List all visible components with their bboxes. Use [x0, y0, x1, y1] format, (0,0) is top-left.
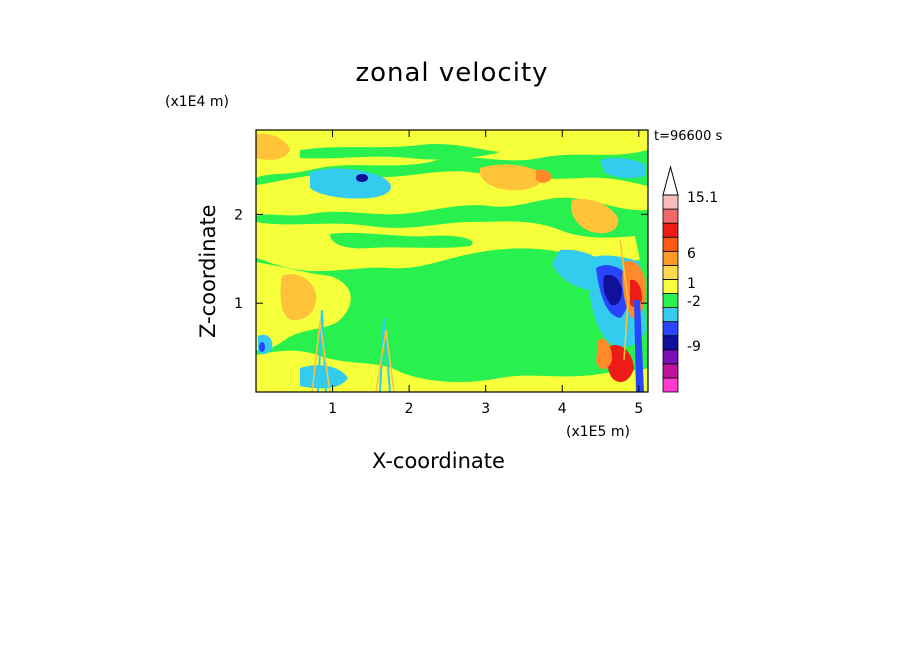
x-axis-label: X-coordinate [372, 449, 505, 473]
colorbar-swatch [662, 236, 679, 252]
colorbar-swatch [662, 194, 679, 210]
contour-cyan-e [300, 365, 348, 389]
colorbar-label: -9 [687, 339, 701, 355]
x-tick-label: 5 [634, 401, 643, 417]
velocity-field [256, 130, 648, 392]
contour-right-navy [603, 274, 622, 306]
colorbar: 15.1 6 1 -2 -9 [662, 165, 718, 393]
contour-yellow-bottom [256, 350, 648, 392]
contour-right-blue-low [634, 300, 644, 392]
contour-right-orange-low [596, 338, 612, 370]
contour-right-red-low [607, 344, 634, 383]
colorbar-swatch [662, 321, 679, 337]
streak-a [317, 309, 327, 392]
colorbar-swatch [662, 307, 679, 323]
contour-orange-b [280, 274, 317, 321]
x-tick-label: 1 [328, 401, 337, 417]
contour-cyan-c [600, 157, 645, 179]
colorbar-label: 6 [687, 246, 696, 262]
y-tick-label: 1 [234, 296, 243, 312]
colorbar-extend-arrow [662, 165, 679, 196]
streak-b [311, 321, 331, 392]
contour-blue-spot-left [259, 342, 265, 352]
contour-blue-spot [356, 174, 368, 182]
chart-title: zonal velocity [355, 58, 549, 88]
contour-orange-d [256, 133, 290, 160]
colorbar-swatch [662, 293, 679, 308]
contour-green-band-b [330, 232, 473, 249]
y-tick-label: 2 [234, 207, 243, 223]
plot-frame [255, 129, 649, 393]
colorbar-swatch [662, 222, 679, 238]
contour-darkorange-a [536, 169, 552, 183]
contour-orange-c [571, 198, 619, 234]
colorbar-swatch [662, 377, 679, 393]
colorbar-label: 1 [687, 276, 696, 292]
colorbar-swatch [662, 335, 679, 351]
x-tick-label: 3 [481, 401, 490, 417]
colorbar-swatch [662, 279, 679, 294]
z-scale-label: (x1E4 m) [165, 94, 229, 110]
streak-c [379, 317, 391, 392]
x-tick-label: 4 [558, 401, 567, 417]
time-label: t=96600 s [654, 129, 723, 144]
colorbar-swatch [662, 264, 679, 280]
streak-e [619, 239, 629, 361]
colorbar-swatch [662, 349, 679, 365]
x-scale-label: (x1E5 m) [566, 424, 630, 440]
contour-cyan-a [310, 168, 391, 199]
contour-orange-a [479, 164, 542, 191]
streak-d [375, 329, 395, 392]
colorbar-swatch [662, 208, 679, 224]
x-tick-label: 2 [405, 401, 414, 417]
colorbar-swatch [662, 250, 679, 266]
contour-green-band-c [420, 272, 500, 290]
axes: 1 2 3 4 5 1 2 [234, 130, 648, 417]
colorbar-label: 15.1 [687, 190, 718, 206]
colorbar-swatch [662, 363, 679, 379]
contour-green-band-a [300, 143, 500, 160]
colorbar-label: -2 [687, 294, 701, 310]
